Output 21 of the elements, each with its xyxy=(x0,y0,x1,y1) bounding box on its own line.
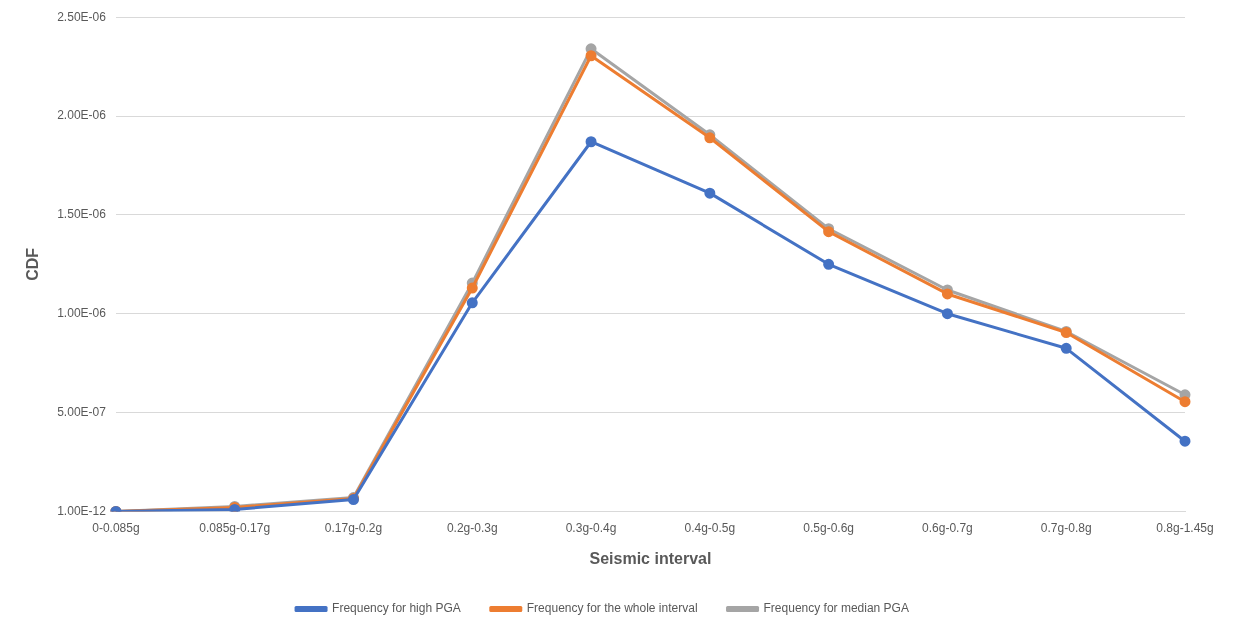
y-tick-label: 2.50E-06 xyxy=(57,9,107,24)
x-tick-label: 0.085g-0.17g xyxy=(199,520,271,535)
y-tick-label: 1.00E-06 xyxy=(57,306,107,321)
x-tick-label: 0.3g-0.4g xyxy=(565,520,617,535)
y-axis-title: CDF xyxy=(24,247,42,281)
x-tick-label: 0.8g-1.45g xyxy=(1156,520,1214,535)
y-tick-label: 1.00E-12 xyxy=(57,503,107,518)
legend-label: Frequency for median PGA xyxy=(763,601,909,616)
legend-label: Frequency for the whole interval xyxy=(526,601,698,616)
x-tick-label: 0-0.085g xyxy=(92,520,140,535)
x-tick-label: 0.2g-0.3g xyxy=(446,520,498,535)
y-tick-label: 5.00E-07 xyxy=(57,404,107,419)
x-tick-label: 0.4g-0.5g xyxy=(684,520,736,535)
x-tick-label: 0.7g-0.8g xyxy=(1040,520,1092,535)
y-tick-label: 2.00E-06 xyxy=(57,108,107,123)
x-axis-title: Seismic interval xyxy=(589,549,712,567)
legend-label: Frequency for high PGA xyxy=(332,601,461,616)
x-tick-label: 0.5g-0.6g xyxy=(803,520,854,535)
x-tick-label: 0.17g-0.2g xyxy=(324,520,383,535)
y-tick-label: 1.50E-06 xyxy=(57,207,107,222)
x-tick-label: 0.6g-0.7g xyxy=(922,520,973,535)
